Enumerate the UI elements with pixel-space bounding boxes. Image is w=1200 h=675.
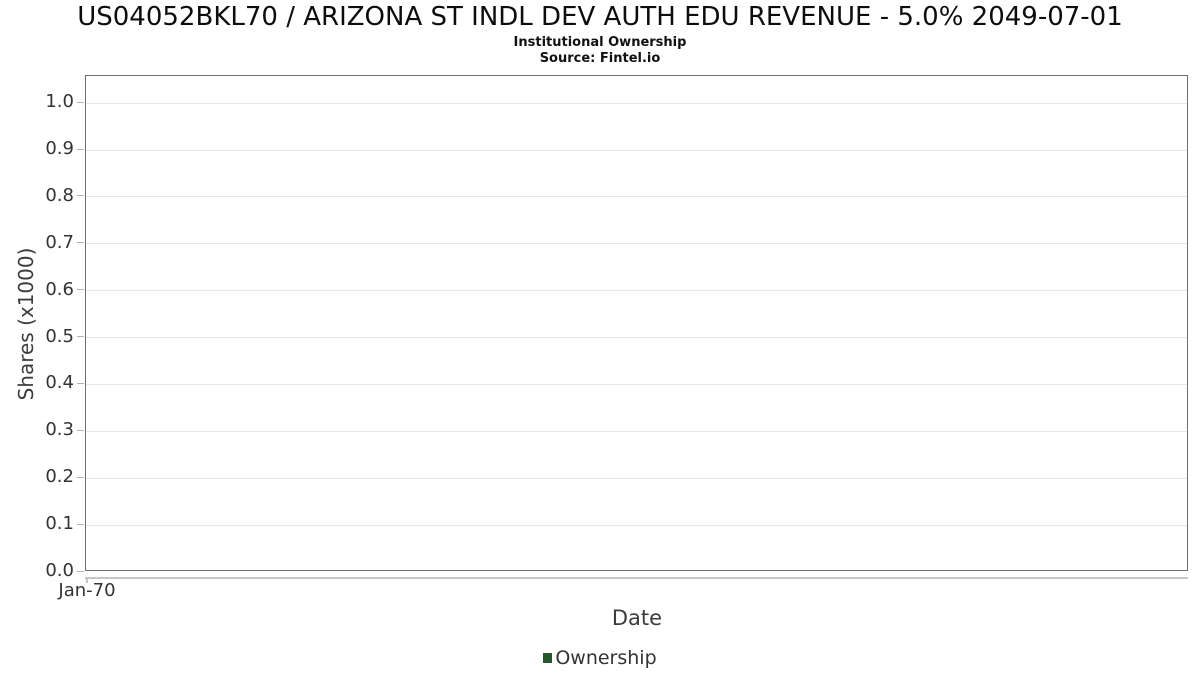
y-tick-mark	[77, 476, 84, 478]
y-tick-mark	[77, 148, 84, 150]
y-tick-label: 0.1	[45, 513, 74, 535]
y-tick-mark	[77, 336, 84, 338]
y-tick-label: 0.5	[45, 325, 74, 347]
y-tick-label: 0.0	[45, 560, 74, 581]
y-tick-mark	[77, 289, 84, 291]
y-tick-label: 1.0	[45, 91, 74, 113]
y-tick-label: 0.4	[45, 372, 74, 394]
ownership-series-swatch-icon	[543, 653, 553, 663]
y-tick-mark	[77, 242, 84, 244]
legend-item-ownership[interactable]: Ownership	[0, 645, 1200, 671]
y-tick-mark	[77, 195, 84, 197]
gridline	[86, 337, 1187, 339]
y-tick-mark	[77, 101, 84, 103]
gridline	[86, 430, 1187, 432]
y-tick-mark	[77, 382, 84, 384]
y-tick-label: 0.9	[45, 138, 74, 160]
chart-source-label: Source: Fintel.io	[539, 51, 661, 66]
chart-title: US04052BKL70 / ARIZONA ST INDL DEV AUTH …	[77, 2, 1123, 32]
chart-subtitle: Institutional Ownership	[513, 35, 687, 50]
y-tick-label: 0.6	[45, 278, 74, 300]
y-tick-mark	[77, 523, 84, 525]
y-tick-mark	[77, 429, 84, 431]
x-axis-title: Date	[611, 606, 663, 630]
y-tick-label: 0.2	[45, 466, 74, 488]
gridline	[86, 477, 1187, 479]
gridline	[86, 383, 1187, 385]
plot-area	[85, 75, 1188, 571]
gridline	[86, 290, 1187, 292]
gridline	[86, 149, 1187, 151]
y-tick-label: 0.7	[45, 231, 74, 253]
x-tick-label-jan-70: Jan-70	[58, 580, 116, 601]
x-tick-mark	[86, 577, 88, 583]
gridline	[86, 196, 1187, 198]
gridline	[86, 102, 1187, 104]
gridline	[86, 243, 1187, 245]
y-tick-label: 0.3	[45, 419, 74, 441]
legend-label-ownership: Ownership	[555, 647, 657, 669]
y-tick-label: 0.8	[45, 184, 74, 206]
y-tick-mark	[77, 570, 84, 572]
x-axis-line	[85, 577, 1188, 579]
gridline	[86, 524, 1187, 526]
